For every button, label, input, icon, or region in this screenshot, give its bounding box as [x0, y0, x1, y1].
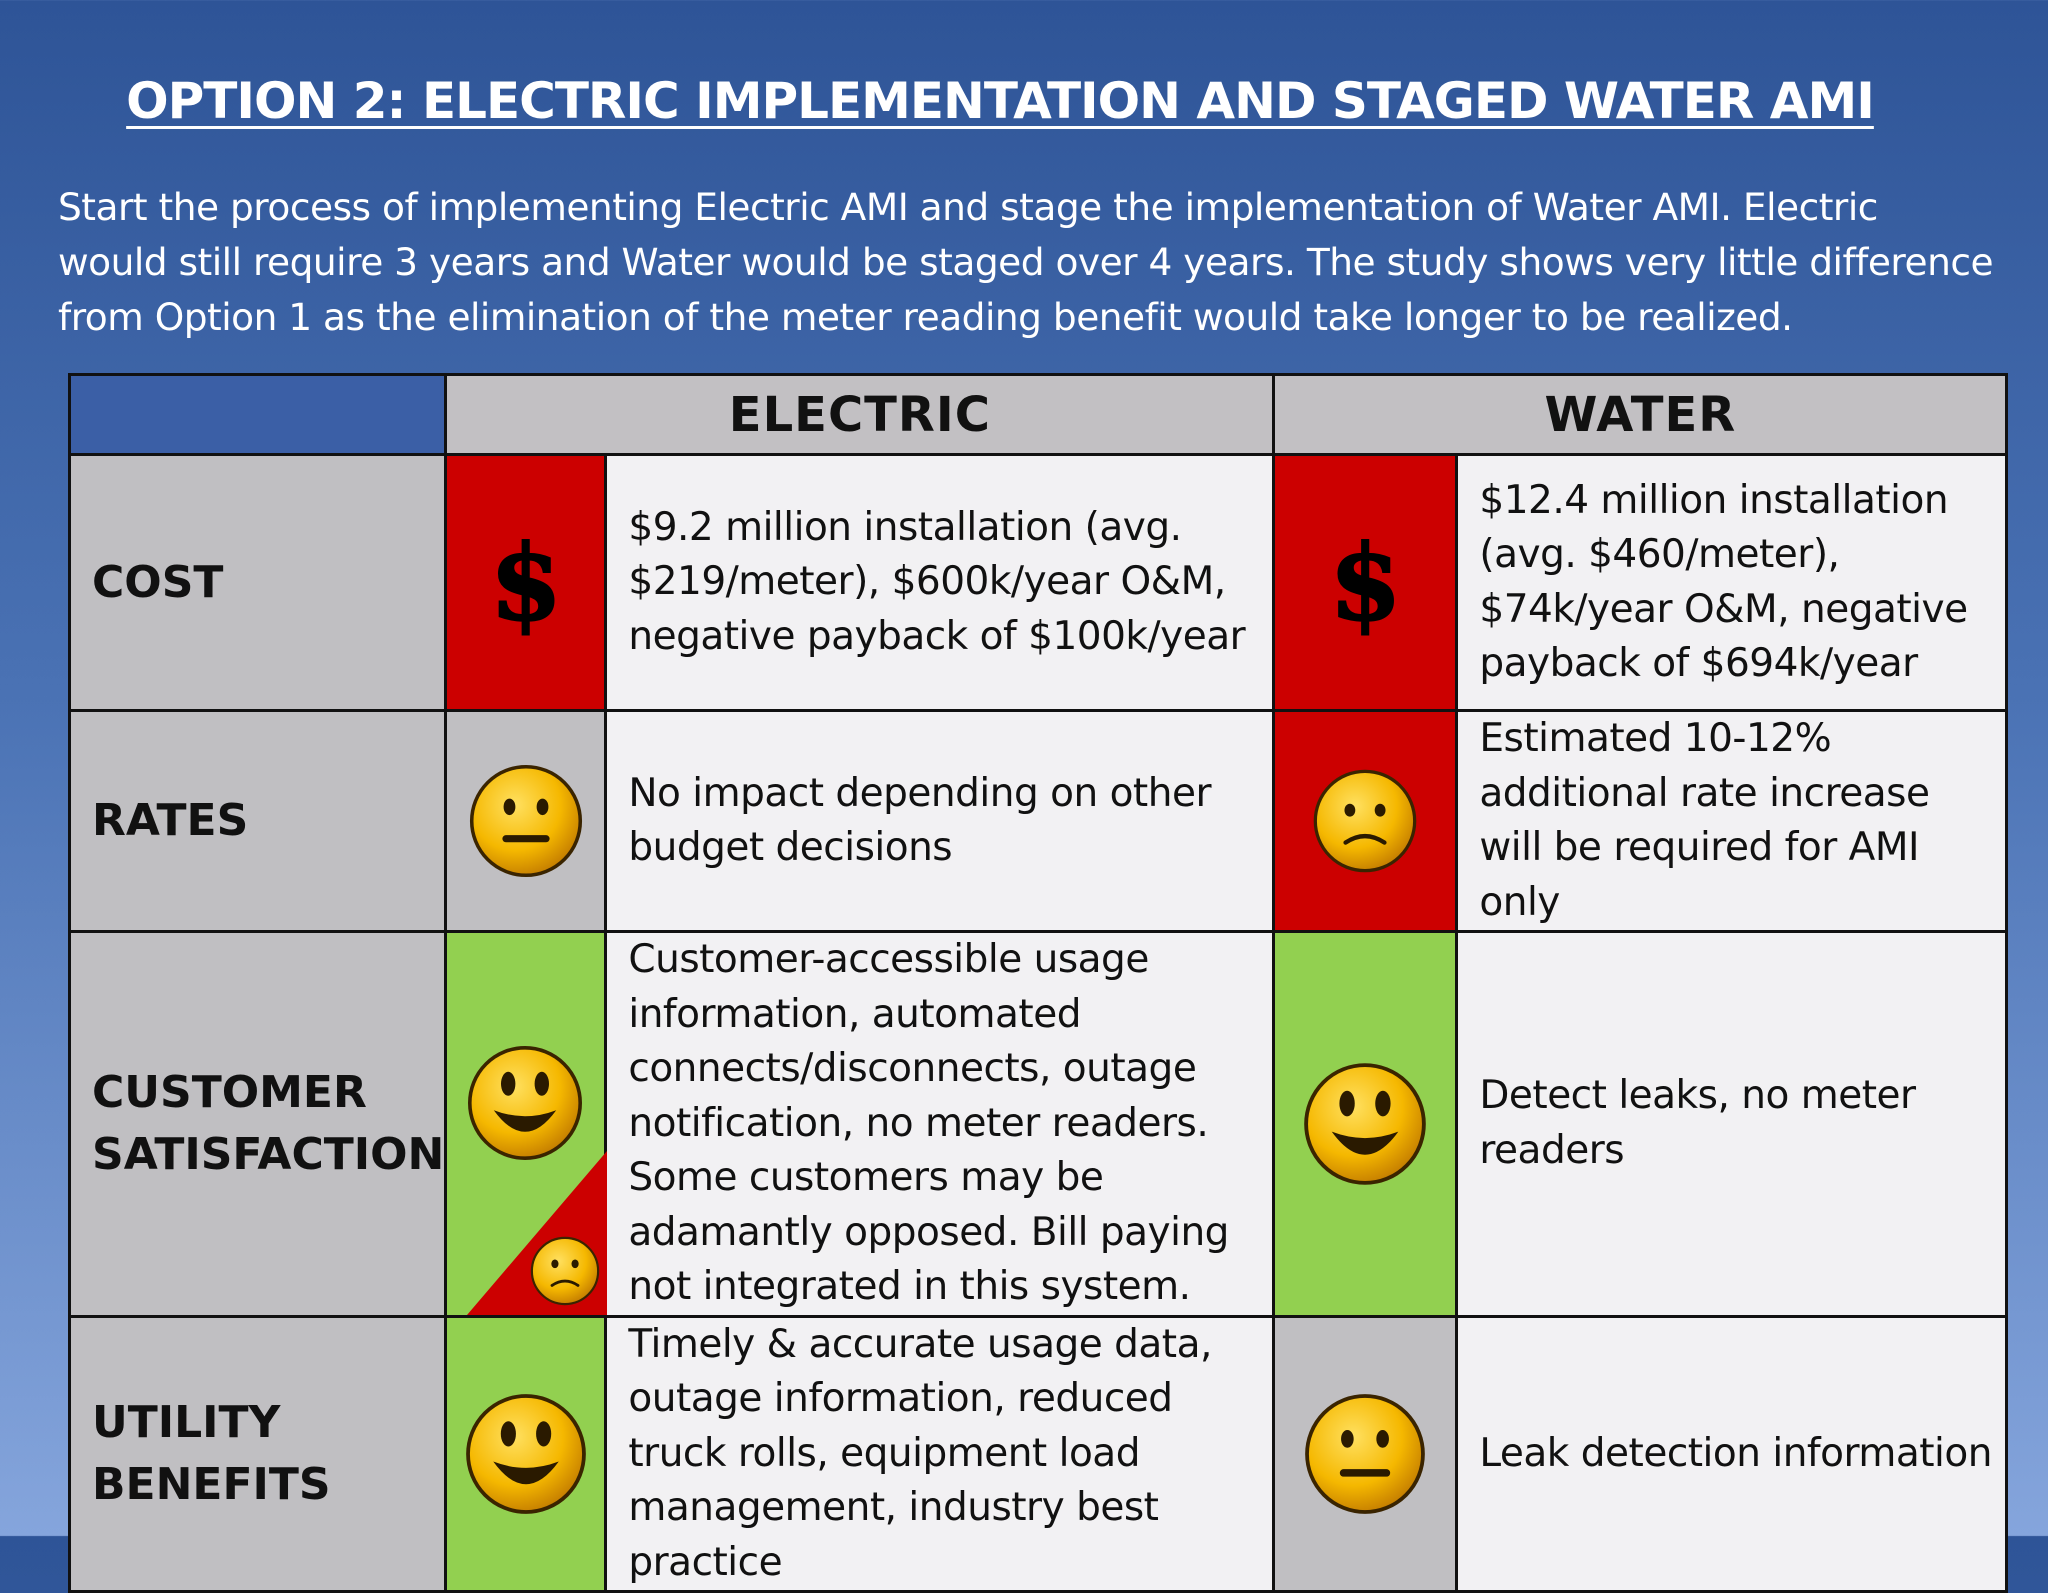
row-label-utility-benefits: UTILITY BENEFITS	[67, 1314, 448, 1593]
happy-face-icon	[1304, 1062, 1427, 1185]
neutral-face-icon	[469, 764, 582, 878]
status-cell-water-cost: $	[1272, 453, 1459, 712]
row-label-line: SATISFACTION	[92, 1128, 445, 1180]
description-water-cost: $12.4 million installation (avg. $460/me…	[1455, 453, 2009, 712]
happy-face-icon	[468, 1046, 583, 1160]
status-cell-water-customer-satisfaction	[1272, 930, 1459, 1318]
happy-face-icon	[466, 1393, 586, 1514]
table-row-cost: COST $ $9.2 million installation (avg. $…	[67, 453, 2009, 712]
description-water-customer-satisfaction: Detect leaks, no meter readers	[1455, 930, 2009, 1318]
row-label-line: RATES	[92, 795, 249, 846]
sad-face-icon	[531, 1236, 600, 1306]
table-row-utility-benefits: UTILITY BENEFITS Timely & accurate usage…	[67, 1314, 2009, 1593]
row-label-line: UTILITY	[92, 1396, 281, 1448]
row-label-customer-satisfaction: CUSTOMER SATISFACTION	[67, 930, 448, 1318]
table-row-rates: RATES No impact depending on other budge…	[67, 709, 2009, 933]
header-row: ELECTRIC WATER	[67, 373, 2009, 456]
neutral-face-icon	[1305, 1393, 1426, 1514]
row-label-line: CUSTOMER	[92, 1066, 367, 1118]
slide-title: OPTION 2: ELECTRIC IMPLEMENTATION AND ST…	[126, 72, 1875, 130]
description-electric-rates: No impact depending on other budget deci…	[604, 709, 1276, 933]
row-label-line: BENEFITS	[92, 1458, 331, 1510]
description-water-utility-benefits: Leak detection information	[1455, 1314, 2009, 1593]
status-cell-electric-rates	[444, 709, 608, 933]
status-cell-water-rates	[1272, 709, 1459, 933]
column-header-electric: ELECTRIC	[444, 373, 1276, 456]
corner-cell	[67, 373, 448, 456]
intro-line: would still require 3 years and Water wo…	[58, 240, 1994, 284]
comparison-table: ELECTRIC WATER COST $ $9.2 million insta…	[67, 373, 2009, 1593]
status-cell-electric-cost: $	[444, 453, 608, 712]
description-electric-utility-benefits: Timely & accurate usage data, outage inf…	[604, 1314, 1276, 1593]
row-label-line: COST	[92, 556, 224, 608]
status-cell-electric-customer-satisfaction	[444, 930, 608, 1318]
table-row-customer-satisfaction: CUSTOMER SATISFACTION Customer-accessibl…	[67, 930, 2009, 1318]
sad-face-icon	[1314, 769, 1417, 873]
dollar-sign-icon: $	[489, 520, 563, 644]
description-electric-cost: $9.2 million installation (avg. $219/met…	[604, 453, 1276, 712]
row-label-cost: COST	[67, 453, 448, 712]
column-header-water: WATER	[1272, 373, 2009, 456]
intro-paragraph: Start the process of implementing Electr…	[58, 180, 2018, 345]
description-electric-customer-satisfaction: Customer-accessible usage information, a…	[604, 930, 1276, 1318]
intro-line: Start the process of implementing Electr…	[58, 185, 1878, 229]
row-label-rates: RATES	[67, 709, 448, 933]
intro-line: from Option 1 as the elimination of the …	[58, 295, 1793, 339]
status-cell-electric-utility-benefits	[444, 1314, 608, 1593]
dollar-sign-icon: $	[1328, 520, 1402, 644]
status-cell-water-utility-benefits	[1272, 1314, 1459, 1593]
description-water-rates: Estimated 10-12% additional rate increas…	[1455, 709, 2009, 933]
